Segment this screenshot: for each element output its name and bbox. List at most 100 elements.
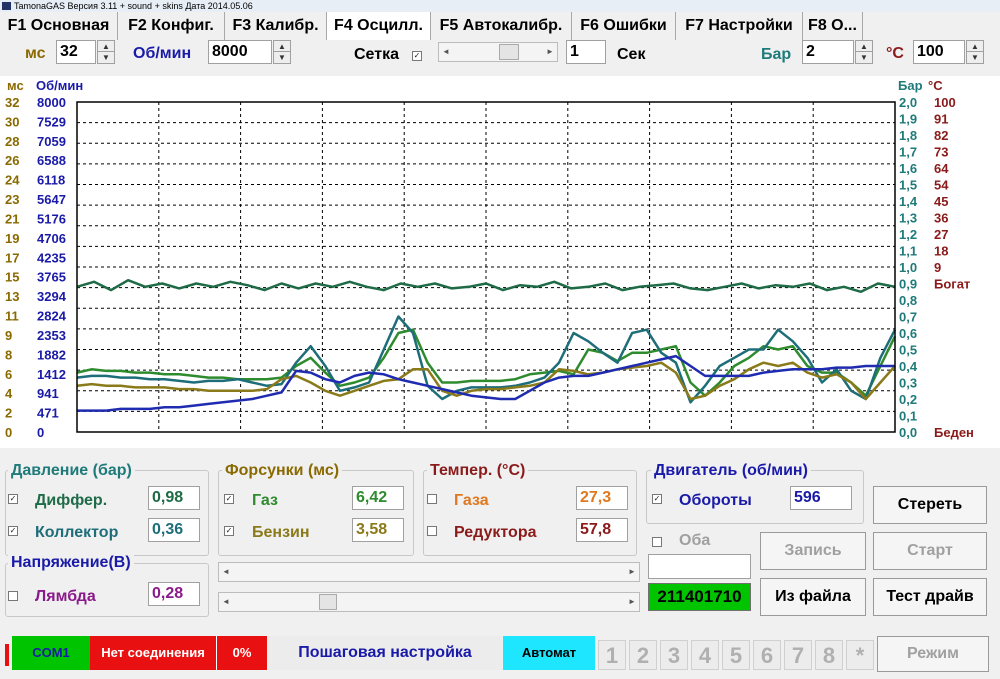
step-3-button[interactable]: 3: [660, 640, 688, 670]
down-arrow-icon[interactable]: ▼: [278, 53, 286, 62]
ms-tick-label: 17: [5, 250, 19, 265]
rpm-tick-label: 4235: [37, 250, 66, 265]
bar-tick-label: 1,3: [899, 211, 917, 226]
ms-input[interactable]: 32: [56, 40, 96, 64]
rpm-input[interactable]: 8000: [208, 40, 272, 64]
auto-mode-badge[interactable]: Автомат: [503, 636, 595, 670]
record-button[interactable]: Запись: [760, 532, 866, 570]
bar-tick-label: 0,4: [899, 359, 918, 374]
com-port-badge[interactable]: COM1: [12, 636, 90, 670]
from-file-button[interactable]: Из файла: [760, 578, 866, 616]
start-button[interactable]: Старт: [873, 532, 987, 570]
series-line-3: [76, 361, 896, 401]
right-arrow-icon[interactable]: ►: [546, 47, 554, 56]
temp-tick-label: 45: [934, 194, 948, 209]
blank-field[interactable]: [648, 554, 751, 579]
manifold-label: Коллектор: [35, 524, 119, 541]
horizontal-scrollbar-top[interactable]: ◄ ►: [218, 562, 640, 582]
temp-input[interactable]: 100: [913, 40, 965, 64]
rpm-spinner[interactable]: ▲ ▼: [273, 40, 291, 64]
step-8-button[interactable]: 8: [815, 640, 843, 670]
reducer-temp-value: 57,8: [576, 518, 628, 542]
seconds-input[interactable]: 1: [566, 40, 606, 64]
up-arrow-icon[interactable]: ▲: [98, 41, 114, 52]
tab-oscilloscope[interactable]: F4 Осцилл.: [327, 12, 431, 40]
ms-tick-label: 8: [5, 347, 12, 362]
grid-label: Сетка: [354, 46, 399, 63]
left-arrow-icon[interactable]: ◄: [222, 567, 230, 576]
up-arrow-icon[interactable]: ▲: [967, 41, 983, 52]
bar-tick-label: 1,9: [899, 112, 917, 127]
petrol-inj-checkbox[interactable]: ✓: [224, 526, 234, 536]
rpm-tick-label: 4706: [37, 231, 66, 246]
tab-calibration[interactable]: F3 Калибр.: [225, 12, 327, 40]
temp-spinner[interactable]: ▲ ▼: [966, 40, 984, 64]
temp-tick-label: 36: [934, 211, 948, 226]
tab-config[interactable]: F2 Конфиг.: [118, 12, 225, 40]
reducer-temp-checkbox[interactable]: [427, 526, 437, 536]
bar-tick-label: 1,5: [899, 178, 917, 193]
up-arrow-icon[interactable]: ▲: [274, 41, 290, 52]
horizontal-scrollbar-bottom[interactable]: ◄ ►: [218, 592, 640, 612]
step-6-button[interactable]: 6: [753, 640, 781, 670]
step-all-button[interactable]: *: [846, 640, 874, 670]
rpm-tick-label: 7059: [37, 134, 66, 149]
rpm-tick-label: 3765: [37, 270, 66, 285]
down-arrow-icon[interactable]: ▼: [102, 53, 110, 62]
bar-input[interactable]: 2: [802, 40, 854, 64]
reducer-temp-label: Редуктора: [454, 524, 537, 541]
ms-axis-title: мс: [7, 78, 24, 93]
rpm-checkbox[interactable]: ✓: [652, 494, 662, 504]
bar-tick-label: 0,3: [899, 376, 917, 391]
temps-group-title: Темпер. (°C): [427, 462, 529, 480]
down-arrow-icon[interactable]: ▼: [860, 53, 868, 62]
tab-errors[interactable]: F6 Ошибки: [572, 12, 676, 40]
time-slider[interactable]: ◄ ►: [438, 42, 558, 62]
bar-tick-label: 0,7: [899, 310, 917, 325]
both-checkbox[interactable]: [652, 537, 662, 547]
grid-checkbox[interactable]: ✓: [412, 51, 422, 61]
clear-button[interactable]: Стереть: [873, 486, 987, 524]
ms-tick-label: 21: [5, 211, 19, 226]
tab-about[interactable]: F8 О...: [803, 12, 863, 40]
injectors-group-title: Форсунки (мс): [222, 462, 343, 480]
step-2-button[interactable]: 2: [629, 640, 657, 670]
right-arrow-icon[interactable]: ►: [628, 567, 636, 576]
gas-inj-checkbox[interactable]: ✓: [224, 494, 234, 504]
test-drive-button[interactable]: Тест драйв: [873, 578, 987, 616]
step-1-button[interactable]: 1: [598, 640, 626, 670]
left-arrow-icon[interactable]: ◄: [442, 47, 450, 56]
scroll-thumb[interactable]: [319, 594, 337, 610]
step-7-button[interactable]: 7: [784, 640, 812, 670]
rpm-tick-label: 6118: [37, 173, 65, 188]
bar-spinner[interactable]: ▲ ▼: [855, 40, 873, 64]
mode-button[interactable]: Режим: [877, 636, 989, 672]
step-5-button[interactable]: 5: [722, 640, 750, 670]
gas-temp-checkbox[interactable]: [427, 494, 437, 504]
left-arrow-icon[interactable]: ◄: [222, 597, 230, 606]
manifold-value: 0,36: [148, 518, 200, 542]
diff-checkbox[interactable]: ✓: [8, 494, 18, 504]
tab-autocalibration[interactable]: F5 Автокалибр.: [431, 12, 572, 40]
tab-main[interactable]: F1 Основная: [0, 12, 118, 40]
down-arrow-icon[interactable]: ▼: [971, 53, 979, 62]
bar-tick-label: 0,5: [899, 343, 917, 358]
rpm-axis-title: Об/мин: [36, 78, 83, 93]
right-arrow-icon[interactable]: ►: [628, 597, 636, 606]
step-4-button[interactable]: 4: [691, 640, 719, 670]
manifold-checkbox[interactable]: ✓: [8, 526, 18, 536]
bar-tick-label: 1,2: [899, 227, 917, 242]
slider-thumb[interactable]: [499, 44, 519, 60]
up-arrow-icon[interactable]: ▲: [856, 41, 872, 52]
step-tuning-button[interactable]: Пошаговая настройка: [268, 636, 502, 670]
temp-tick-label: 9: [934, 260, 941, 275]
window-title-text: TamonaGAS Версия 3.11 + sound + skins Да…: [14, 1, 253, 11]
rpm-tick-label: 7529: [37, 114, 66, 129]
ms-spinner[interactable]: ▲ ▼: [97, 40, 115, 64]
bar-tick-label: 0,9: [899, 277, 917, 292]
rpm-label: Об/мин: [133, 45, 192, 62]
lambda-checkbox[interactable]: [8, 591, 18, 601]
tab-settings[interactable]: F7 Настройки: [676, 12, 803, 40]
bar-tick-label: 0,2: [899, 392, 917, 407]
temp-tick-label: Беден: [934, 425, 974, 440]
